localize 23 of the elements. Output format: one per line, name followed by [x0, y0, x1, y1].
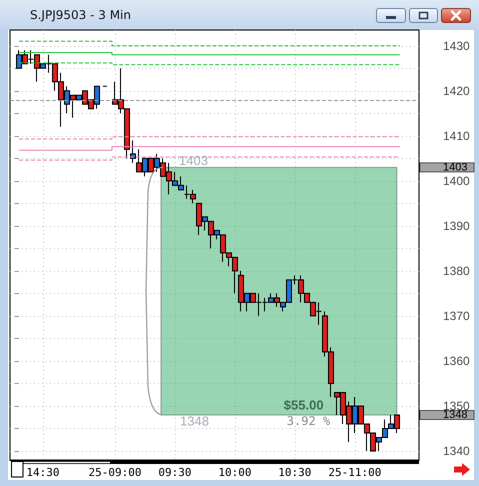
y-tick-label: 1410: [443, 128, 470, 143]
x-tick-label: 10:30: [278, 466, 312, 479]
y-tick-label: 1380: [443, 264, 470, 278]
y-tick-label: 1340: [443, 444, 470, 458]
chart-title: S.JPJ9503 - 3 Min: [30, 8, 131, 23]
y-tick-label: 1360: [443, 354, 470, 368]
x-tick-label: 10:00: [218, 466, 252, 479]
x-tick-label: 14:30: [26, 466, 60, 479]
y-tick-label: 1390: [443, 218, 470, 233]
y-tick-label: 1430: [443, 38, 470, 53]
y-tick-label: 1370: [443, 308, 470, 323]
annotation: 3.92 %: [286, 414, 331, 428]
y-tick-label: 1420: [443, 84, 470, 98]
y-tick-label: 1400: [443, 174, 470, 188]
candlestick: [130, 140, 136, 164]
text: 1403: [443, 161, 468, 174]
x-tick-label: 25-11:00: [328, 466, 382, 479]
x-tick-label: 25-09:00: [88, 466, 142, 479]
text: 1348: [443, 408, 468, 421]
annotation: 1403: [179, 152, 208, 168]
annotation: 1348: [180, 413, 209, 428]
x-tick-label: 09:30: [158, 466, 192, 479]
annotation: $55.00: [284, 397, 324, 412]
